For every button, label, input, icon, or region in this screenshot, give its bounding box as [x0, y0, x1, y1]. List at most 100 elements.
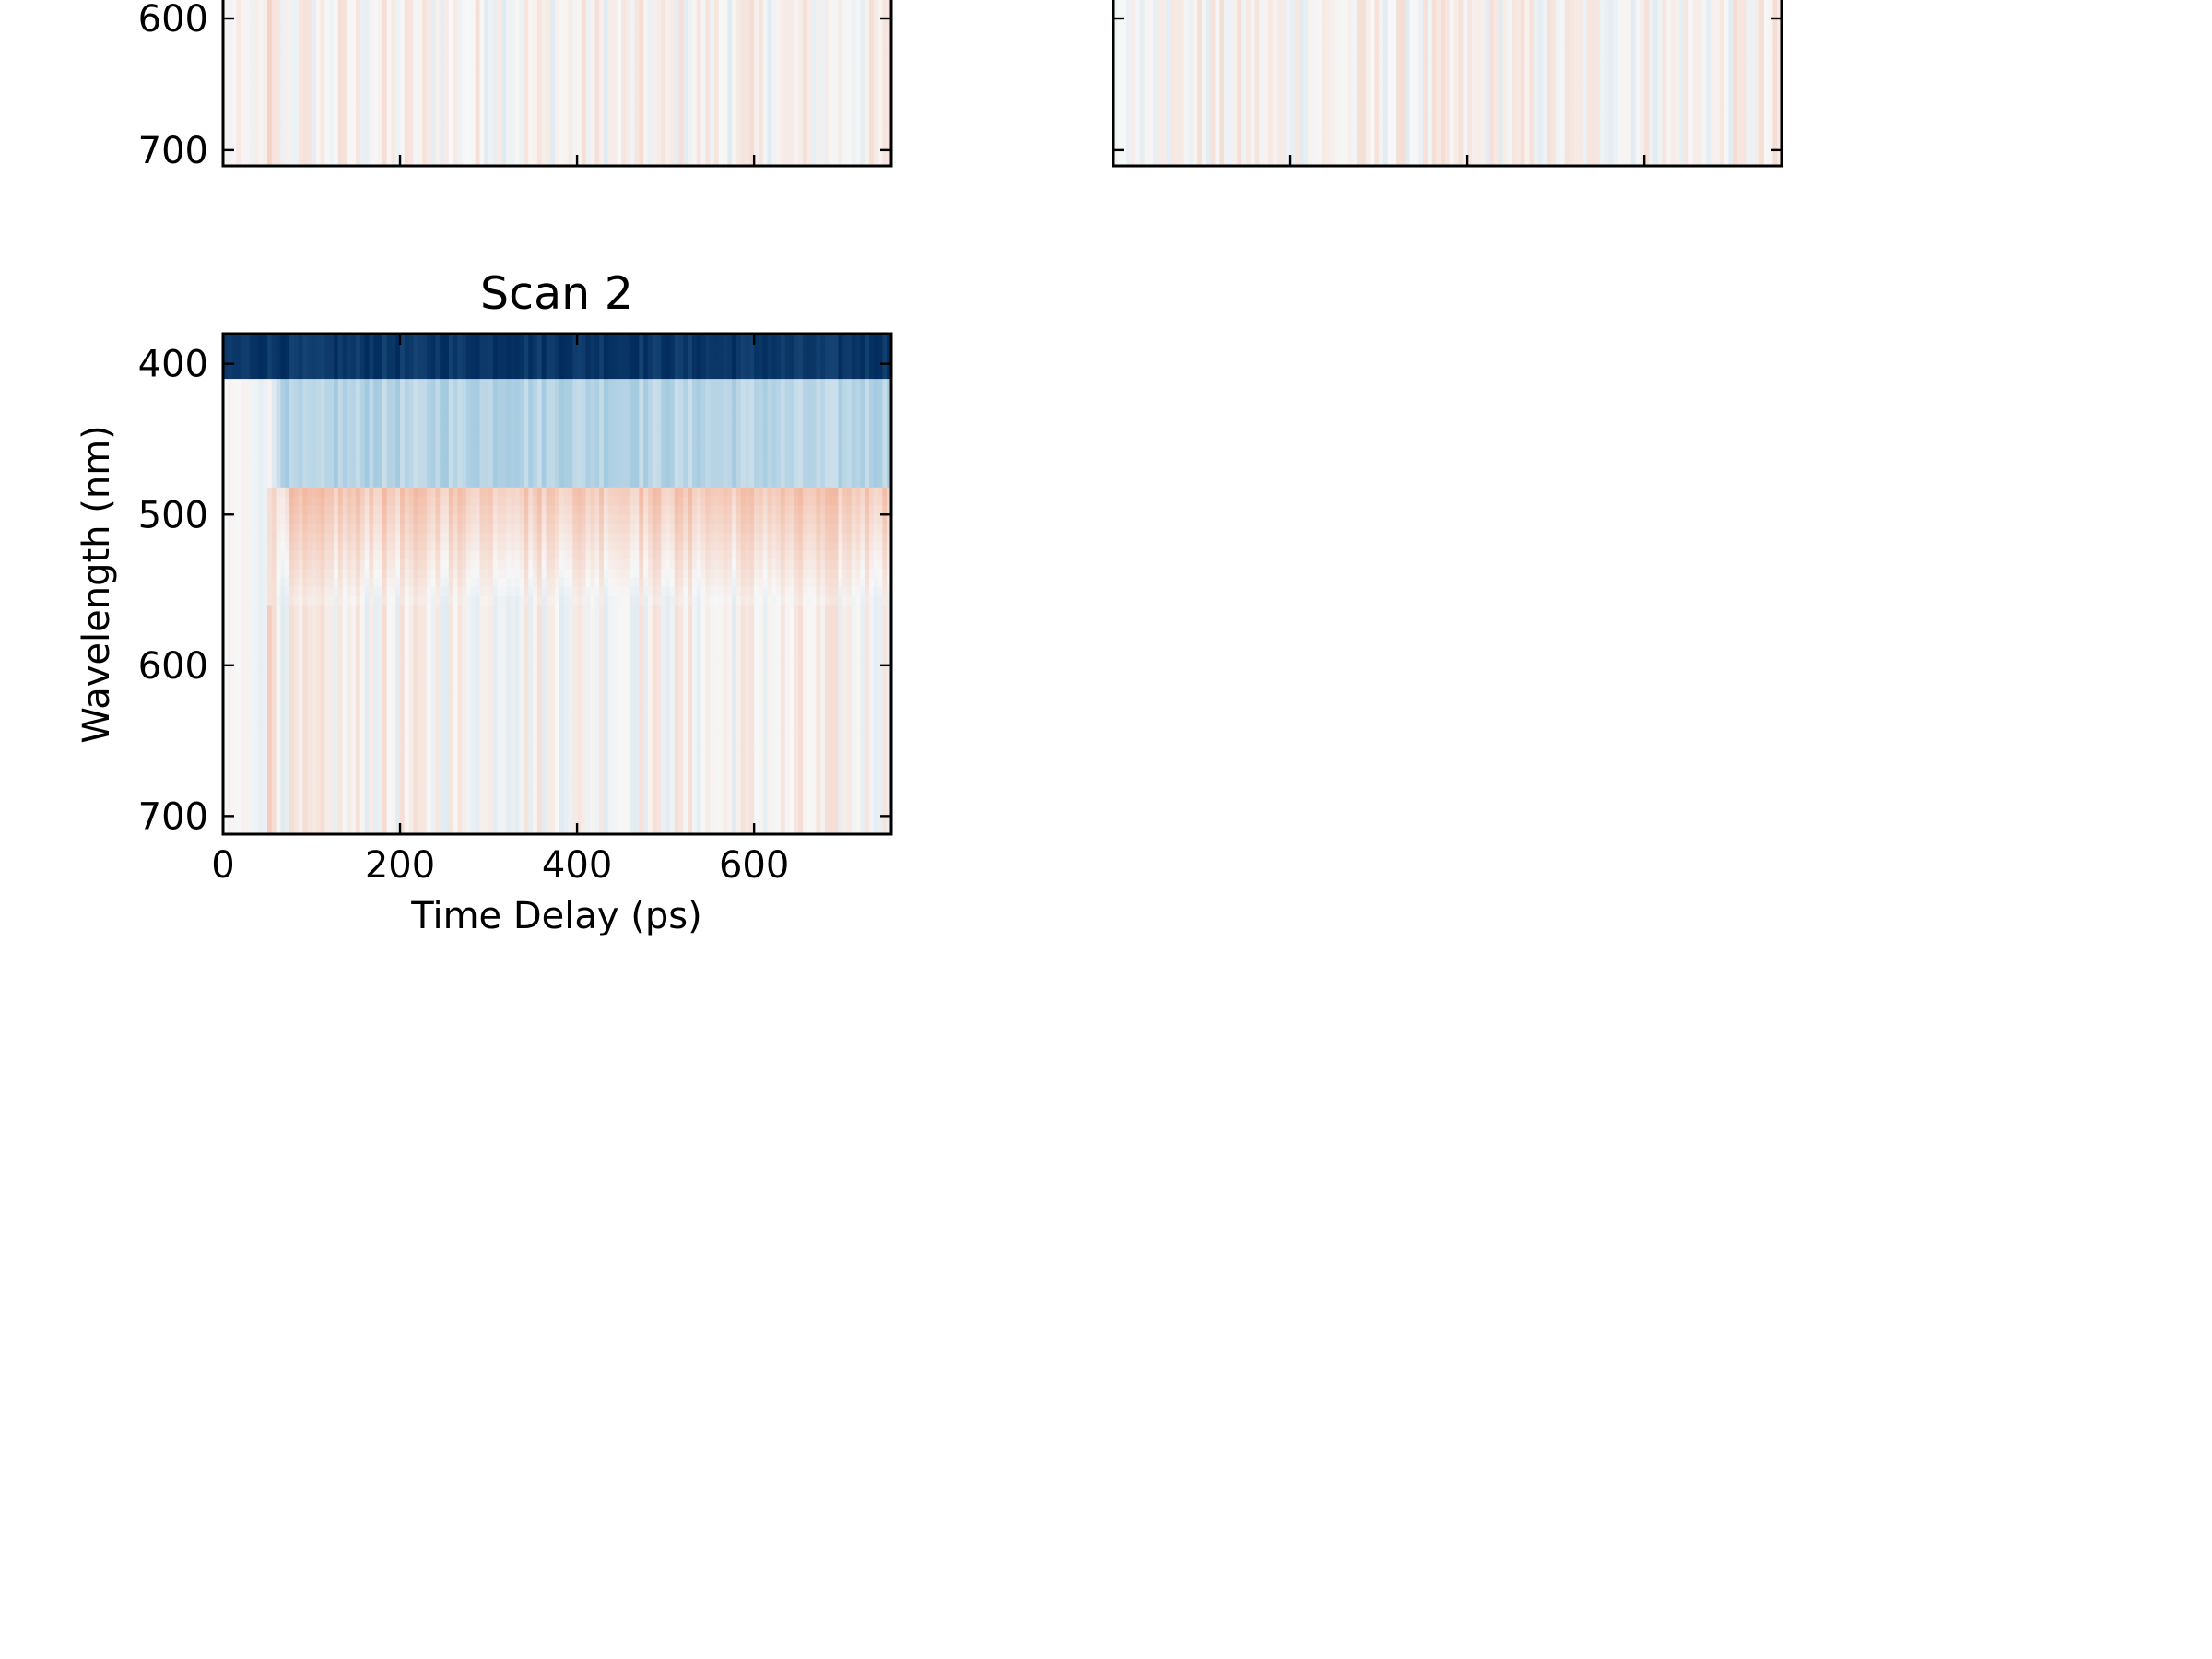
heatmap-cell [312, 147, 317, 157]
heatmap-cell [293, 53, 300, 62]
heatmap-cell [607, 100, 614, 109]
heatmap-cell [710, 20, 715, 30]
heatmap-cell [563, 115, 570, 124]
heatmap-cell [647, 92, 653, 101]
heatmap-cell [231, 13, 237, 22]
heatmap-cell [337, 108, 344, 117]
heatmap-cell [802, 53, 808, 62]
heatmap-cell [713, 108, 720, 117]
heatmap-cell [1224, 53, 1230, 62]
heatmap-cell [1131, 131, 1136, 141]
heatmap-cell [727, 13, 733, 22]
heatmap-cell [1237, 76, 1242, 86]
heatmap-cell [342, 84, 348, 93]
heatmap-cell [418, 108, 423, 117]
heatmap-cell [868, 155, 875, 164]
heatmap-cell [735, 53, 742, 62]
heatmap-cell [373, 139, 379, 148]
heatmap-cell [430, 76, 437, 86]
heatmap-cell [541, 124, 547, 133]
heatmap-cell [612, 53, 618, 62]
heatmap-cell [634, 44, 640, 53]
heatmap-cell [629, 76, 636, 86]
heatmap-cell [868, 0, 875, 6]
heatmap-cell [594, 108, 600, 117]
heatmap-cell [440, 100, 445, 109]
heatmap-cell [873, 20, 879, 30]
heatmap-cell [1175, 29, 1181, 38]
heatmap-cell [674, 0, 680, 6]
heatmap-cell [829, 76, 835, 86]
heatmap-cell [811, 68, 817, 77]
heatmap-cell [625, 0, 631, 6]
heatmap-cell [585, 100, 592, 109]
heatmap-cell [1206, 13, 1212, 22]
heatmap-cell [253, 147, 260, 157]
heatmap-cell [1290, 60, 1296, 69]
heatmap-cell [1264, 124, 1269, 133]
heatmap-cell [568, 124, 573, 133]
heatmap-cell [1166, 53, 1172, 62]
heatmap-cell [784, 44, 791, 53]
heatmap-cell [342, 100, 348, 109]
heatmap-cell [364, 84, 371, 93]
heatmap-cell [789, 139, 794, 148]
heatmap-cell [1153, 139, 1159, 148]
heatmap-cell [413, 139, 418, 148]
heatmap-cell [1144, 92, 1150, 101]
heatmap-cell [320, 44, 326, 53]
heatmap-cell [568, 13, 573, 22]
heatmap-cell [1250, 115, 1256, 124]
heatmap-cell [430, 108, 437, 117]
heatmap-cell [1161, 53, 1168, 62]
heatmap-cell [612, 44, 618, 53]
heatmap-cell [1264, 115, 1269, 124]
heatmap-cell [356, 44, 361, 53]
heatmap-cell [639, 60, 644, 69]
heatmap-cell [603, 60, 609, 69]
heatmap-cell [315, 108, 322, 117]
heatmap-cell [842, 131, 848, 141]
heatmap-cell [1219, 100, 1225, 109]
heatmap-cell [674, 147, 680, 157]
heatmap-cell [435, 37, 441, 46]
heatmap-cell [599, 53, 605, 62]
heatmap-cell [745, 37, 750, 46]
heatmap-cell [457, 92, 463, 101]
heatmap-cell [298, 155, 304, 164]
heatmap-cell [369, 147, 374, 157]
heatmap-cell [1268, 53, 1274, 62]
heatmap-cell [1197, 20, 1203, 30]
heatmap-cell [603, 0, 609, 6]
heatmap-cell [315, 100, 322, 109]
heatmap-cell [484, 108, 489, 117]
heatmap-cell [647, 44, 653, 53]
heatmap-cell [1202, 53, 1207, 62]
heatmap-cell [524, 5, 529, 14]
heatmap-cell [798, 0, 804, 6]
heatmap-cell [302, 147, 308, 157]
heatmap-cell [373, 20, 379, 30]
heatmap-cell [263, 53, 268, 62]
heatmap-cell [829, 100, 835, 109]
heatmap-cell [1224, 60, 1230, 69]
heatmap-cell [643, 100, 649, 109]
heatmap-cell [536, 53, 543, 62]
heatmap-cell [824, 100, 830, 109]
heatmap-cell [718, 139, 724, 148]
heatmap-cell [771, 115, 777, 124]
heatmap-cell [661, 20, 666, 30]
heatmap-cell [811, 124, 817, 133]
heatmap-cell [723, 53, 728, 62]
heatmap-cell [735, 115, 742, 124]
heatmap-cell [1228, 155, 1234, 164]
heatmap-cell [811, 139, 817, 148]
heatmap-cell [519, 76, 525, 86]
heatmap-cell [846, 5, 853, 14]
heatmap-cell [1277, 37, 1283, 46]
heatmap-cell [1171, 5, 1176, 14]
heatmap-cell [533, 0, 538, 6]
heatmap-cell [276, 68, 282, 77]
heatmap-cell [740, 147, 747, 157]
heatmap-cell [599, 5, 605, 14]
